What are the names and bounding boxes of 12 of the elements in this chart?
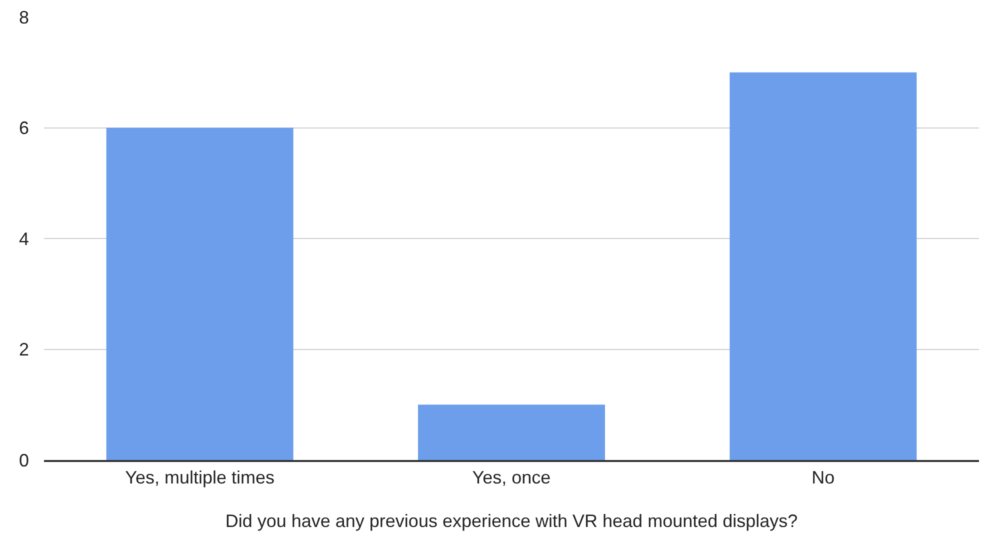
x-axis-title: Did you have any previous experience with VR head mounted displays? — [225, 510, 798, 531]
x-tick-label: Yes, once — [472, 467, 551, 488]
bar — [106, 128, 294, 460]
y-tick-label: 8 — [18, 7, 29, 28]
x-tick-label: No — [812, 467, 835, 488]
y-tick-label: 6 — [18, 118, 29, 138]
x-tick-label: Yes, multiple times — [125, 467, 275, 488]
y-tick-label: 4 — [18, 228, 29, 249]
y-tick-label: 2 — [18, 340, 29, 360]
y-tick-label: 0 — [18, 450, 29, 470]
bar — [418, 404, 605, 460]
bar — [730, 72, 917, 460]
